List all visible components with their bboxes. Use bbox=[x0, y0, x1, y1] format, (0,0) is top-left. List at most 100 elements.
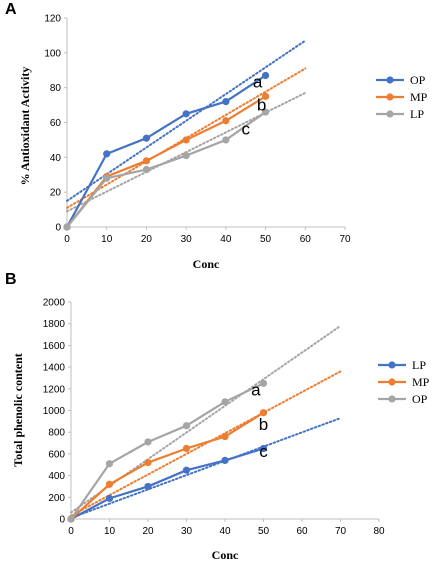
panel-a-annotation: c bbox=[241, 120, 250, 139]
panel-b-point-op bbox=[182, 422, 191, 430]
panel-b-point-op bbox=[221, 398, 229, 406]
panel-b-trendline-op bbox=[70, 324, 342, 514]
panel-b-letter: B bbox=[5, 271, 17, 288]
panel-b-legend-swatch-marker bbox=[388, 361, 396, 369]
panel-b-y-tick-label: 1000 bbox=[43, 406, 66, 417]
panel-b-y-tick-label: 1200 bbox=[43, 384, 66, 395]
panel-a-legend-label: OP bbox=[410, 73, 426, 87]
panel-b-point-mp bbox=[221, 432, 229, 441]
panel-b-point-mp bbox=[259, 409, 268, 417]
panel-b-annotation: c bbox=[259, 442, 268, 461]
panel-a-point-op bbox=[182, 110, 190, 118]
panel-a-series bbox=[63, 71, 270, 231]
panel-a-series-line-lp bbox=[66, 111, 267, 228]
panel-a-x-tick-label: 40 bbox=[220, 234, 232, 245]
panel-a-point-lp bbox=[103, 174, 111, 182]
panel-b-point-mp bbox=[144, 458, 152, 467]
panel-b-point-lp bbox=[182, 466, 191, 474]
panel-b-axes: 0 200 400 600 800 1000 1200 1400 1600 1800 2000 0 10… bbox=[43, 298, 385, 538]
panel-b-x-tick-label: 70 bbox=[335, 526, 347, 537]
panel-a-x-tick-label: 70 bbox=[339, 234, 351, 245]
panel-a-point-lp bbox=[142, 165, 151, 174]
panel-a-x-tick-label: 0 bbox=[64, 234, 70, 245]
panel-a-legend-swatch-marker bbox=[386, 110, 394, 118]
panel-b-series-line-mp bbox=[70, 411, 265, 520]
panel-a-legend-swatch-marker bbox=[386, 93, 394, 101]
panel-b-trendline-lp bbox=[70, 417, 342, 519]
panel-b-y-axis-title: Total phenolic content bbox=[11, 353, 25, 467]
panel-a-point-mp bbox=[222, 117, 230, 125]
panel-b-legend-label: LP bbox=[412, 358, 426, 372]
panel-b-point-op bbox=[105, 460, 114, 468]
panel-a-y-tick-label: 120 bbox=[44, 14, 61, 25]
panel-a-legend: OP MP LP bbox=[376, 73, 428, 121]
panel-b-x-tick-label: 0 bbox=[68, 526, 74, 537]
panel-b-point-mp bbox=[105, 480, 114, 488]
panel-a-point-mp bbox=[261, 92, 270, 100]
panel-a-x-tick-label: 20 bbox=[141, 234, 153, 245]
panel-b-legend: LP MP OP bbox=[378, 358, 430, 406]
panel-b-point-mp bbox=[182, 444, 191, 453]
panel-b-annotation: b bbox=[259, 415, 268, 434]
panel-a-x-axis-title: Conc bbox=[193, 257, 220, 271]
panel-a-y-tick-label: 80 bbox=[50, 83, 62, 94]
panel-b-x-tick-label: 20 bbox=[142, 526, 154, 537]
panel-a-letter: A bbox=[5, 1, 17, 18]
panel-a-point-lp bbox=[182, 151, 190, 160]
panel-a-y-tick-label: 60 bbox=[50, 118, 62, 129]
panel-b-y-tick-label: 400 bbox=[48, 471, 65, 482]
panel-b-legend-swatch-marker bbox=[388, 378, 396, 386]
panel-b-legend-label: OP bbox=[412, 392, 428, 406]
panel-b-x-tick-label: 10 bbox=[104, 526, 116, 537]
panel-b-point-op bbox=[67, 515, 75, 523]
panel-a-point-op bbox=[103, 150, 111, 158]
panel-a-series-line-op bbox=[66, 74, 267, 228]
panel-a-annotation: a bbox=[253, 73, 263, 92]
panel-a-legend-label: MP bbox=[410, 90, 428, 104]
panel-a-point-lp bbox=[222, 136, 230, 144]
panel-b-annotation: a bbox=[251, 380, 261, 399]
panel-a-point-op bbox=[222, 98, 230, 106]
panel-b-annotations: abc bbox=[251, 380, 268, 461]
panel-b-trendlines bbox=[70, 324, 342, 519]
panel-b-x-axis-title: Conc bbox=[212, 548, 239, 562]
panel-a-y-tick-label: 40 bbox=[50, 153, 62, 164]
panel-b-series bbox=[67, 379, 268, 523]
panel-b-y-tick-label: 1400 bbox=[43, 363, 66, 374]
panel-b-y-tick-label: 1600 bbox=[43, 341, 66, 352]
panel-b-series-line-op bbox=[70, 382, 264, 520]
panel-b-point-lp bbox=[105, 494, 114, 502]
panel-a-legend-label: LP bbox=[410, 107, 424, 121]
panel-b-x-tick-label: 40 bbox=[219, 526, 231, 537]
panel-b-point-lp bbox=[221, 456, 229, 465]
panel-b-y-tick-label: 200 bbox=[48, 493, 65, 504]
panel-a-x-tick-label: 50 bbox=[260, 234, 272, 245]
panel-b-y-tick-label: 600 bbox=[48, 449, 65, 460]
panel-a-point-lp bbox=[261, 108, 270, 116]
panel-a-point-op bbox=[142, 134, 151, 142]
panel-b-point-lp bbox=[259, 444, 268, 453]
panel-a-trendlines bbox=[66, 39, 307, 213]
panel-a-trendline-op bbox=[66, 39, 307, 202]
panel-b-chart: 0 200 400 600 800 1000 1200 1400 1600 1800 2000 0 10… bbox=[11, 298, 430, 563]
panel-a-legend-swatch-marker bbox=[386, 76, 394, 84]
panel-a-annotations: abc bbox=[241, 73, 266, 139]
panel-b-x-tick-label: 30 bbox=[181, 526, 193, 537]
panel-a-y-tick-label: 100 bbox=[44, 48, 61, 59]
panel-b-y-tick-label: 0 bbox=[59, 515, 65, 526]
panel-a-point-op bbox=[261, 71, 270, 80]
panel-b-x-tick-label: 50 bbox=[258, 526, 270, 537]
panel-b-legend-label: MP bbox=[412, 375, 430, 389]
panel-a-y-axis-title: % Antioxidant Activity bbox=[18, 67, 32, 186]
panel-b-x-tick-label: 80 bbox=[373, 526, 385, 537]
panel-b-y-tick-label: 2000 bbox=[43, 298, 66, 309]
panel-b-legend-swatch-marker bbox=[388, 395, 396, 403]
panel-a-point-mp bbox=[182, 136, 190, 144]
panel-a-y-tick-label: 0 bbox=[55, 223, 61, 234]
panel-b-y-tick-label: 800 bbox=[48, 428, 65, 439]
panel-a-x-tick-label: 30 bbox=[181, 234, 193, 245]
panel-a-x-tick-label: 60 bbox=[300, 234, 312, 245]
panel-b-y-tick-label: 1800 bbox=[43, 319, 66, 330]
